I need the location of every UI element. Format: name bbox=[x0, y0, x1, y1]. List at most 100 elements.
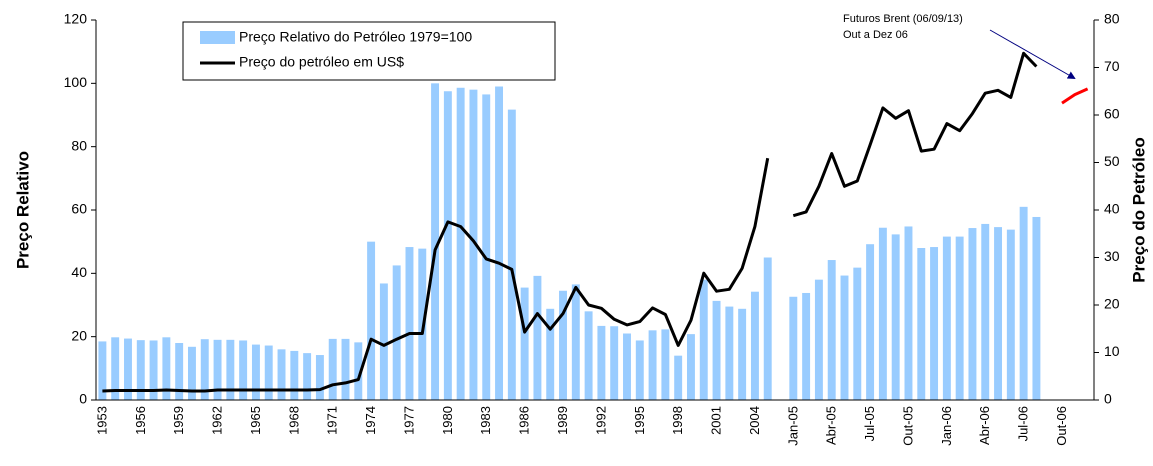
bar bbox=[456, 87, 465, 401]
y-tick-label: 80 bbox=[71, 137, 87, 153]
bar bbox=[674, 355, 683, 400]
y-tick-label: 100 bbox=[64, 74, 88, 90]
bar bbox=[251, 344, 260, 400]
x-tick-label: 2004 bbox=[747, 406, 762, 435]
legend-swatch bbox=[200, 31, 235, 44]
y2-axis-title: Preço do Petróleo bbox=[1129, 137, 1148, 282]
bar bbox=[239, 340, 248, 400]
x-tick-label: Abr-06 bbox=[977, 406, 992, 445]
bar bbox=[1032, 216, 1041, 400]
y2-tick-label: 30 bbox=[1104, 248, 1120, 264]
bar bbox=[878, 227, 887, 400]
x-tick-label: Jan-06 bbox=[939, 406, 954, 446]
x-tick-label: Jan-05 bbox=[785, 406, 800, 446]
bar bbox=[162, 337, 171, 400]
bar bbox=[930, 247, 939, 400]
bar bbox=[584, 311, 593, 400]
bar bbox=[367, 241, 376, 400]
bar bbox=[827, 260, 836, 400]
x-tick-label: 1953 bbox=[94, 406, 109, 435]
x-tick-label: 1959 bbox=[171, 406, 186, 435]
x-tick-label: 1983 bbox=[478, 406, 493, 435]
bar bbox=[443, 91, 452, 400]
y-tick-label: 120 bbox=[64, 11, 88, 27]
bar bbox=[507, 109, 516, 400]
bar bbox=[405, 247, 414, 400]
x-tick-label: 1998 bbox=[670, 406, 685, 435]
bar bbox=[699, 279, 708, 400]
x-tick-label: 1956 bbox=[133, 406, 148, 435]
bar bbox=[750, 291, 759, 400]
bar bbox=[648, 330, 657, 400]
bar bbox=[213, 339, 222, 400]
bar bbox=[853, 267, 862, 400]
bar bbox=[802, 292, 811, 400]
bar bbox=[840, 275, 849, 400]
x-tick-label: Out-06 bbox=[1054, 406, 1069, 446]
bar bbox=[635, 340, 644, 400]
bar bbox=[904, 226, 913, 400]
bar bbox=[469, 89, 478, 401]
bar bbox=[942, 236, 951, 400]
bar bbox=[546, 308, 555, 400]
x-tick-label: 1974 bbox=[363, 406, 378, 435]
annotation: Futuros Brent (06/09/13) bbox=[843, 13, 963, 25]
y2-tick-label: 70 bbox=[1104, 58, 1120, 74]
bar bbox=[124, 338, 132, 400]
bar bbox=[290, 350, 299, 400]
x-tick-label: 1992 bbox=[593, 406, 608, 435]
bar bbox=[533, 275, 542, 400]
bar bbox=[226, 339, 235, 400]
bar bbox=[175, 343, 184, 400]
bar bbox=[200, 339, 209, 400]
bar bbox=[559, 290, 567, 400]
x-tick-label: 1995 bbox=[632, 406, 647, 435]
bar bbox=[1006, 229, 1015, 400]
bar bbox=[661, 329, 670, 400]
bar bbox=[379, 283, 388, 400]
bar bbox=[1019, 206, 1028, 400]
bar bbox=[431, 83, 440, 400]
y-axis-title: Preço Relativo bbox=[13, 151, 32, 269]
legend-label: Preço do petróleo em US$ bbox=[239, 54, 404, 70]
bar bbox=[891, 234, 900, 400]
bar bbox=[725, 306, 734, 400]
y2-tick-label: 20 bbox=[1104, 296, 1120, 312]
bar bbox=[187, 346, 196, 400]
bar bbox=[789, 296, 798, 400]
y-tick-label: 20 bbox=[71, 327, 87, 343]
x-tick-label: 2001 bbox=[709, 406, 724, 435]
bar bbox=[482, 94, 491, 401]
y2-tick-label: 40 bbox=[1104, 201, 1120, 217]
x-tick-label: Jul-06 bbox=[1016, 406, 1031, 441]
line-series bbox=[1061, 87, 1089, 105]
x-tick-label: Abr-05 bbox=[824, 406, 839, 445]
bar bbox=[277, 349, 286, 400]
bar bbox=[303, 353, 312, 400]
x-tick-label: 1977 bbox=[401, 406, 416, 435]
legend-label: Preço Relativo do Petróleo 1979=100 bbox=[239, 29, 472, 45]
annotation-arrow bbox=[989, 29, 1076, 79]
y2-tick-label: 50 bbox=[1104, 153, 1120, 169]
x-tick-label: 1980 bbox=[440, 406, 455, 435]
bar bbox=[917, 248, 926, 400]
bar bbox=[392, 265, 401, 400]
bar bbox=[354, 342, 363, 400]
y2-tick-label: 80 bbox=[1104, 11, 1120, 27]
bar bbox=[981, 223, 990, 400]
bar bbox=[111, 337, 120, 400]
x-tick-label: 1986 bbox=[517, 406, 532, 435]
bar bbox=[341, 338, 350, 400]
bar bbox=[955, 236, 964, 400]
x-tick-label: 1989 bbox=[555, 406, 570, 435]
y2-tick-label: 0 bbox=[1104, 391, 1112, 407]
x-tick-label: 1968 bbox=[286, 406, 301, 435]
y2-tick-label: 60 bbox=[1104, 106, 1120, 122]
bar bbox=[520, 287, 529, 400]
annotation: Out a Dez 06 bbox=[843, 29, 908, 41]
bar bbox=[814, 279, 823, 400]
x-tick-label: 1962 bbox=[210, 406, 225, 435]
bar bbox=[264, 345, 273, 400]
x-tick-label: 1971 bbox=[325, 406, 340, 435]
